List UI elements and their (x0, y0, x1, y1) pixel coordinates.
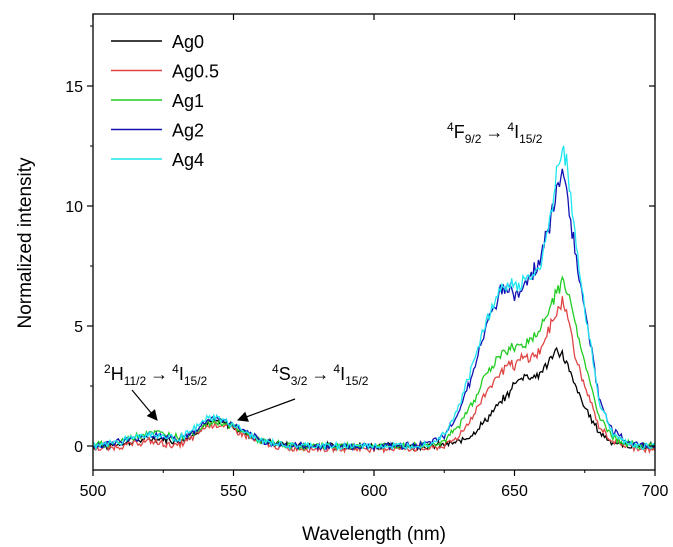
legend-label: Ag2 (172, 121, 204, 141)
legend-label: Ag0 (172, 32, 204, 52)
series-line-ag2 (92, 168, 656, 452)
x-axis-title: Wavelength (nm) (302, 524, 446, 545)
x-tick-label: 650 (501, 483, 528, 500)
legend-label: Ag4 (172, 150, 204, 170)
y-axis-ticks: 0 5 10 15 (65, 25, 655, 456)
annotation-h11-arrow (131, 389, 158, 421)
annotation-s32-arrow (236, 398, 296, 422)
legend-label: Ag1 (172, 91, 204, 111)
x-tick-label: 700 (642, 483, 669, 500)
legend: Ag0 Ag0.5 Ag1 Ag2 Ag4 (111, 32, 219, 170)
y-tick-label: 15 (65, 79, 83, 96)
x-tick-label: 600 (361, 483, 388, 500)
series-line-ag4 (92, 145, 656, 452)
annotation-f92-transition: 4F9/2 → 4I15/2 (447, 120, 543, 146)
series-group (92, 145, 656, 455)
plot-frame (92, 13, 656, 471)
annotation-s32-transition: 4S3/2 → 4I15/2 (272, 362, 369, 388)
x-axis-ticks: 500 550 600 650 700 (80, 14, 669, 500)
legend-label: Ag0.5 (172, 62, 219, 82)
y-tick-label: 10 (65, 199, 83, 216)
x-tick-label: 550 (220, 483, 247, 500)
x-tick-label: 500 (80, 483, 107, 500)
y-tick-label: 0 (74, 439, 83, 456)
y-tick-label: 5 (74, 319, 83, 336)
annotation-h11-transition: 2H11/2 → 4I15/2 (104, 362, 208, 388)
series-line-ag0-5 (92, 296, 656, 455)
y-axis-title: Normalized intensity (15, 157, 36, 329)
